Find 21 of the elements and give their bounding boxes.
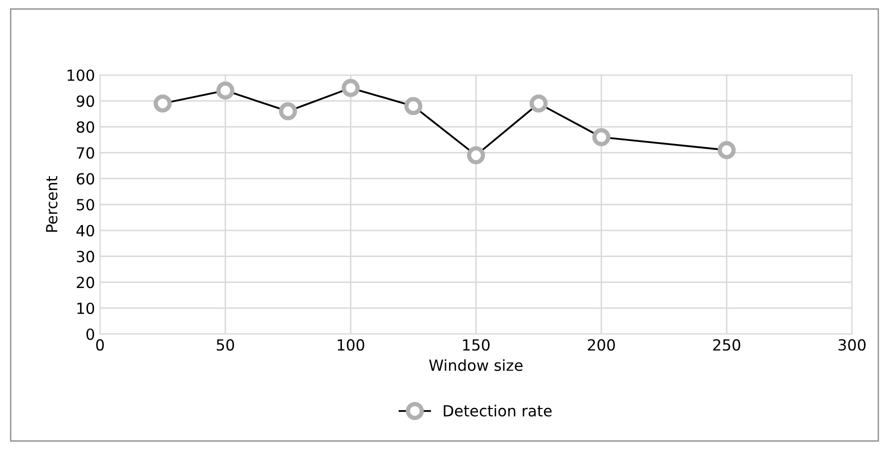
y-axis-title: Percent xyxy=(46,176,58,232)
x-tick-label: 0 xyxy=(96,339,104,351)
legend-label: Detection rate xyxy=(444,404,552,417)
y-tick-label: 40 xyxy=(76,224,94,236)
x-axis-title: Window size xyxy=(429,359,523,372)
y-tick-label: 70 xyxy=(76,147,94,159)
x-tick-label: 50 xyxy=(216,339,234,351)
y-tick-label: 80 xyxy=(76,121,94,133)
x-tick-label: 250 xyxy=(713,339,740,351)
y-tick-label: 20 xyxy=(76,276,94,288)
y-tick-label: 100 xyxy=(68,69,94,82)
y-tick-label: 60 xyxy=(76,173,94,185)
x-tick-label: 150 xyxy=(463,339,490,351)
x-tick-label: 100 xyxy=(338,339,364,351)
y-tick-label: 30 xyxy=(76,250,94,262)
y-tick-label: 50 xyxy=(76,198,94,211)
x-tick-label: 300 xyxy=(838,339,866,351)
y-tick-label: 90 xyxy=(76,95,94,107)
y-tick-label: 0 xyxy=(86,328,94,340)
x-tick-label: 200 xyxy=(588,339,615,351)
y-tick-label: 10 xyxy=(77,302,94,314)
